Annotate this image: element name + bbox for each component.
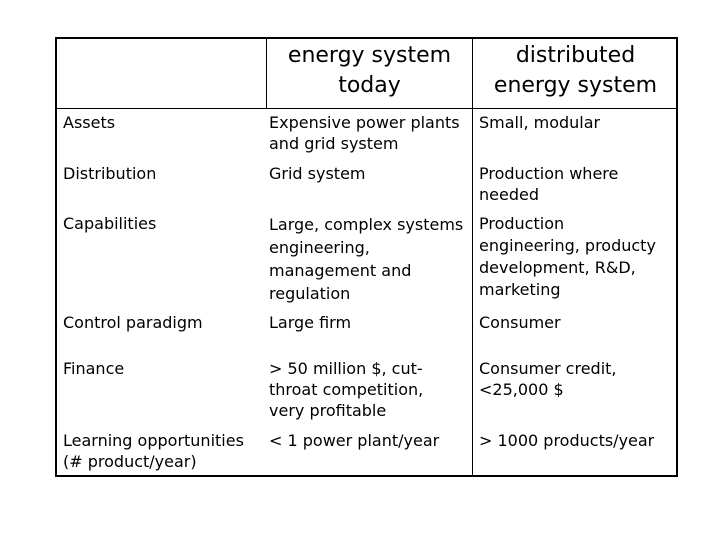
cell-control-today: Large firm bbox=[269, 313, 352, 332]
row-label-finance: Finance bbox=[63, 359, 125, 378]
body-col-divider bbox=[472, 109, 473, 477]
header-energy-system-today: energy system today bbox=[287, 43, 452, 98]
cell-distribution-distributed: Production where needed bbox=[479, 164, 619, 204]
cell-distribution-today: Grid system bbox=[269, 164, 366, 183]
cell-finance-distributed: Consumer credit, <25,000 $ bbox=[479, 359, 617, 399]
row-label-learning-opportunities: Learning opportunities (# product/year) bbox=[63, 431, 244, 471]
cell-capabilities-distributed: Production engineering, producty develop… bbox=[479, 214, 656, 299]
cell-learning-distributed: > 1000 products/year bbox=[479, 431, 655, 450]
cell-finance-today: > 50 million $, cut- throat competition,… bbox=[269, 359, 424, 420]
row-label-capabilities: Capabilities bbox=[63, 214, 157, 233]
row-label-control-paradigm: Control paradigm bbox=[63, 313, 203, 332]
row-label-assets: Assets bbox=[63, 113, 116, 132]
row-label-distribution: Distribution bbox=[63, 164, 157, 183]
header-col-divider-1 bbox=[266, 39, 267, 109]
comparison-table: energy system today distributed energy s… bbox=[55, 37, 678, 477]
header-distributed-energy-system: distributed energy system bbox=[493, 43, 658, 98]
cell-assets-distributed: Small, modular bbox=[479, 113, 601, 132]
cell-control-distributed: Consumer bbox=[479, 313, 561, 332]
cell-learning-today: < 1 power plant/year bbox=[269, 431, 440, 450]
cell-assets-today: Expensive power plants and grid system bbox=[269, 113, 460, 153]
header-col-divider-2 bbox=[472, 39, 473, 109]
header-divider bbox=[57, 108, 676, 109]
cell-capabilities-today: Large, complex systems engineering, mana… bbox=[269, 215, 464, 303]
